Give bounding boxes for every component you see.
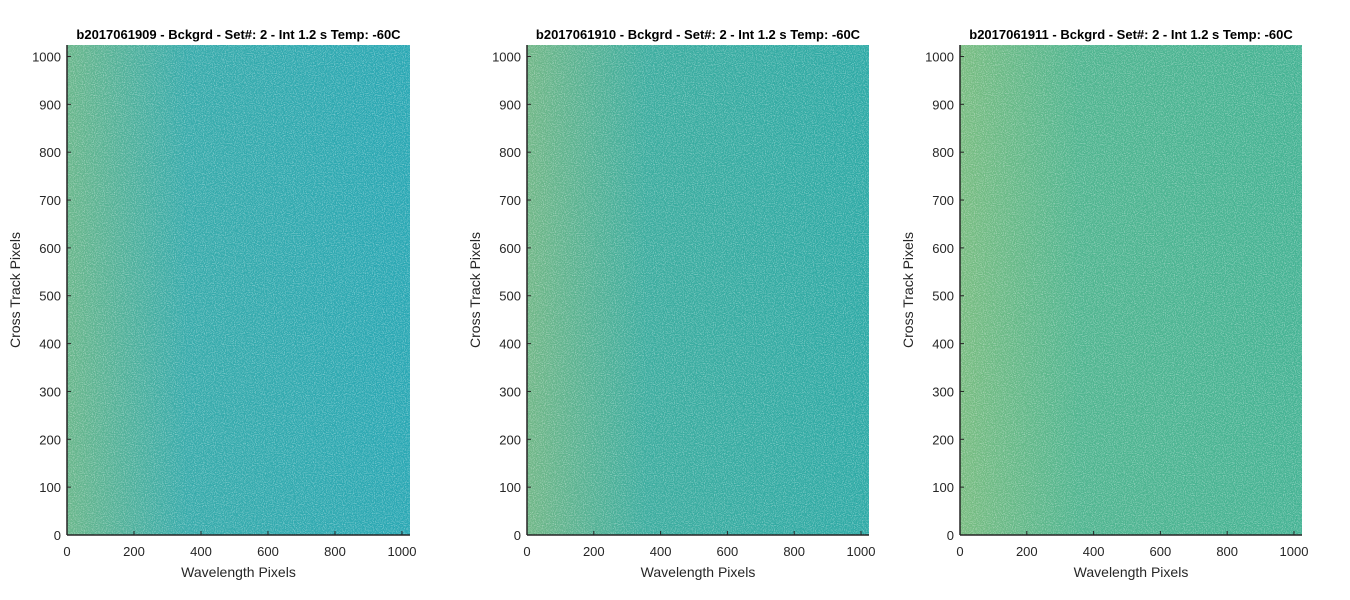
- x-tick-label: 1000: [847, 544, 876, 559]
- y-tick-label: 600: [932, 241, 954, 256]
- x-tick-label: 200: [1016, 544, 1038, 559]
- heatmap-noise: [67, 45, 410, 535]
- chart-panel-3: 0 200 400 600 800 1000 0 100 200 300 400 500 600 700 8…: [900, 27, 1308, 580]
- x-axis-label: Wavelength Pixels: [181, 564, 296, 580]
- y-tick-label: 1000: [925, 49, 954, 64]
- x-axis-label: Wavelength Pixels: [641, 564, 756, 580]
- x-tick-label: 200: [123, 544, 145, 559]
- y-tick-label: 500: [39, 289, 61, 304]
- y-tick-label: 500: [932, 289, 954, 304]
- y-tick-label: 600: [39, 241, 61, 256]
- x-tick-label: 600: [257, 544, 279, 559]
- y-tick-label: 200: [39, 432, 61, 447]
- x-tick-label: 800: [1216, 544, 1238, 559]
- heatmap-noise: [527, 45, 869, 535]
- x-tick-label: 600: [1150, 544, 1172, 559]
- y-tick-label: 300: [932, 384, 954, 399]
- x-tick-label: 600: [717, 544, 739, 559]
- y-tick-label: 200: [499, 432, 521, 447]
- y-tick-label: 400: [499, 337, 521, 352]
- heatmap-noise: [960, 45, 1302, 535]
- y-tick-label: 900: [499, 97, 521, 112]
- y-tick-label: 700: [932, 193, 954, 208]
- y-tick-label: 900: [932, 97, 954, 112]
- y-tick-label: 400: [39, 337, 61, 352]
- y-tick-label: 300: [39, 384, 61, 399]
- x-tick-label: 400: [190, 544, 212, 559]
- x-tick-label: 800: [324, 544, 346, 559]
- y-tick-label: 1000: [492, 49, 521, 64]
- y-tick-label: 100: [499, 480, 521, 495]
- y-tick-label: 500: [499, 289, 521, 304]
- x-axis-label: Wavelength Pixels: [1074, 564, 1189, 580]
- y-tick-label: 0: [514, 528, 521, 543]
- chart-title: b2017061909 - Bckgrd - Set#: 2 - Int 1.2…: [76, 27, 401, 42]
- y-tick-label: 800: [499, 145, 521, 160]
- chart-panel-1: 0 200 400 600 800 1000 0 100 200 300 400 500 600 700 8…: [7, 27, 416, 580]
- chart-title: b2017061911 - Bckgrd - Set#: 2 - Int 1.2…: [969, 27, 1293, 42]
- y-tick-label: 200: [932, 432, 954, 447]
- y-tick-label: 0: [54, 528, 61, 543]
- x-tick-label: 1000: [1280, 544, 1309, 559]
- x-tick-label: 200: [583, 544, 605, 559]
- x-tick-label: 800: [783, 544, 805, 559]
- x-tick-label: 1000: [388, 544, 417, 559]
- y-tick-label: 300: [499, 384, 521, 399]
- y-tick-label: 100: [39, 480, 61, 495]
- x-tick-label: 0: [956, 544, 963, 559]
- y-tick-label: 600: [499, 241, 521, 256]
- x-tick-label: 0: [63, 544, 70, 559]
- y-tick-label: 1000: [32, 49, 61, 64]
- y-tick-label: 100: [932, 480, 954, 495]
- x-tick-label: 400: [1083, 544, 1105, 559]
- chart-panel-2: 0 200 400 600 800 1000 0 100 200 300 400 500 600 700 8…: [467, 27, 875, 580]
- chart-title: b2017061910 - Bckgrd - Set#: 2 - Int 1.2…: [536, 27, 861, 42]
- x-tick-label: 0: [523, 544, 530, 559]
- y-tick-label: 800: [932, 145, 954, 160]
- y-tick-label: 900: [39, 97, 61, 112]
- y-axis-label: Cross Track Pixels: [7, 232, 23, 348]
- y-axis-label: Cross Track Pixels: [467, 232, 483, 348]
- y-tick-label: 700: [39, 193, 61, 208]
- y-tick-label: 400: [932, 337, 954, 352]
- y-tick-label: 0: [947, 528, 954, 543]
- y-axis-label: Cross Track Pixels: [900, 232, 916, 348]
- y-tick-label: 800: [39, 145, 61, 160]
- x-tick-label: 400: [650, 544, 672, 559]
- y-tick-label: 700: [499, 193, 521, 208]
